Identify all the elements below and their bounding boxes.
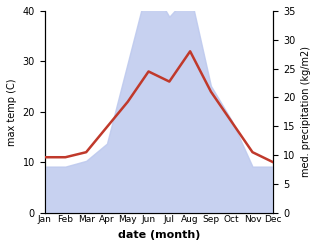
Y-axis label: max temp (C): max temp (C) — [7, 78, 17, 145]
Y-axis label: med. precipitation (kg/m2): med. precipitation (kg/m2) — [301, 46, 311, 177]
X-axis label: date (month): date (month) — [118, 230, 200, 240]
